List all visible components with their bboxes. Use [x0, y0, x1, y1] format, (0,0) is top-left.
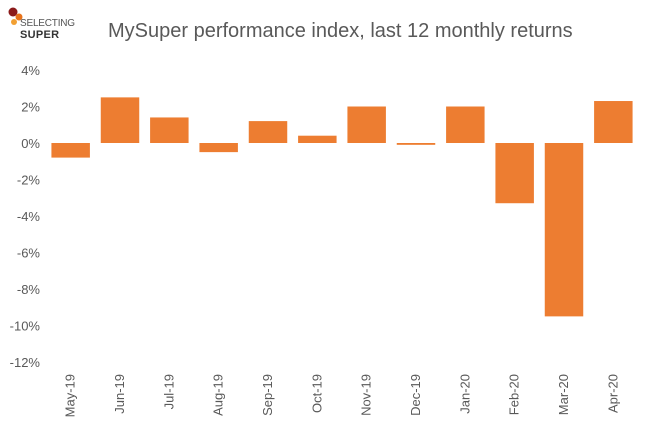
- selecting-super-logo: SELECTING SUPER: [6, 6, 86, 46]
- x-tick-label: Feb-20: [507, 374, 522, 415]
- x-tick-label: Apr-20: [605, 374, 620, 413]
- bar: [446, 106, 485, 143]
- bar: [495, 143, 534, 204]
- y-tick-label: -2%: [17, 173, 41, 188]
- x-tick-label: May-19: [63, 374, 78, 417]
- y-tick-label: 4%: [21, 63, 40, 78]
- logo-dot-dark: [8, 7, 18, 17]
- y-tick-label: -8%: [17, 282, 41, 297]
- bar: [100, 97, 140, 143]
- bar: [544, 143, 584, 317]
- chart-title: MySuper performance index, last 12 month…: [108, 20, 573, 42]
- bar: [347, 106, 386, 143]
- logo-dot-orange: [15, 13, 23, 21]
- logo-line1: SELECTING: [20, 18, 75, 29]
- bar: [248, 121, 288, 143]
- logo-dots-icon: [8, 7, 23, 25]
- y-tick-label: -12%: [10, 355, 41, 370]
- x-tick-label: Aug-19: [211, 374, 226, 416]
- y-tick-label: -4%: [17, 209, 41, 224]
- x-tick-label: Sep-19: [260, 374, 275, 416]
- y-tick-label: -6%: [17, 246, 41, 261]
- y-tick-label: -10%: [10, 319, 41, 334]
- logo-dot-light: [11, 19, 17, 25]
- bar: [199, 143, 238, 153]
- y-tick-label: 0%: [21, 136, 40, 151]
- bar: [51, 143, 90, 158]
- x-axis: May-19 Jun-19 Jul-19 Aug-19 Sep-19 Oct-19 Nov-…: [63, 374, 621, 417]
- x-tick-label: Jul-19: [161, 374, 176, 409]
- logo-line2: SUPER: [20, 29, 60, 41]
- x-tick-label: Oct-19: [309, 374, 324, 413]
- x-tick-label: Nov-19: [359, 374, 374, 416]
- bars-group: [51, 97, 633, 317]
- y-tick-label: 2%: [21, 100, 40, 115]
- y-axis: 4% 2% 0% -2% -4% -6% -8% -10% -12%: [10, 63, 41, 370]
- x-tick-label: Jan-20: [457, 374, 472, 414]
- bar: [298, 135, 337, 143]
- bar: [594, 101, 633, 143]
- bar: [150, 117, 189, 143]
- x-tick-label: Jun-19: [112, 374, 127, 414]
- x-tick-label: Dec-19: [408, 374, 423, 416]
- bar: [396, 143, 436, 145]
- x-tick-label: Mar-20: [556, 374, 571, 415]
